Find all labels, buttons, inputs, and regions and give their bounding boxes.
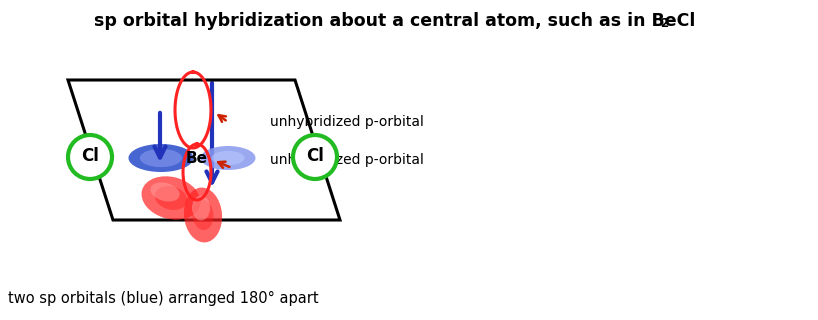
Ellipse shape (128, 144, 194, 172)
Ellipse shape (212, 151, 245, 165)
Ellipse shape (200, 146, 255, 170)
Text: unhybridized p-orbital: unhybridized p-orbital (270, 153, 424, 167)
Circle shape (68, 135, 112, 179)
Ellipse shape (140, 149, 182, 167)
Circle shape (293, 135, 337, 179)
Text: Cl: Cl (306, 147, 324, 165)
Ellipse shape (151, 182, 180, 202)
Ellipse shape (184, 188, 222, 243)
Text: 2: 2 (660, 17, 668, 30)
Text: two sp orbitals (blue) arranged 180° apart: two sp orbitals (blue) arranged 180° apa… (8, 291, 319, 306)
Text: unhybridized p-orbital: unhybridized p-orbital (270, 115, 424, 129)
Text: Cl: Cl (81, 147, 99, 165)
Text: Be: Be (186, 150, 208, 165)
Ellipse shape (192, 200, 213, 230)
Ellipse shape (142, 176, 200, 220)
Text: sp orbital hybridization about a central atom, such as in BeCl: sp orbital hybridization about a central… (94, 12, 695, 30)
Ellipse shape (192, 196, 210, 220)
Ellipse shape (155, 186, 187, 210)
